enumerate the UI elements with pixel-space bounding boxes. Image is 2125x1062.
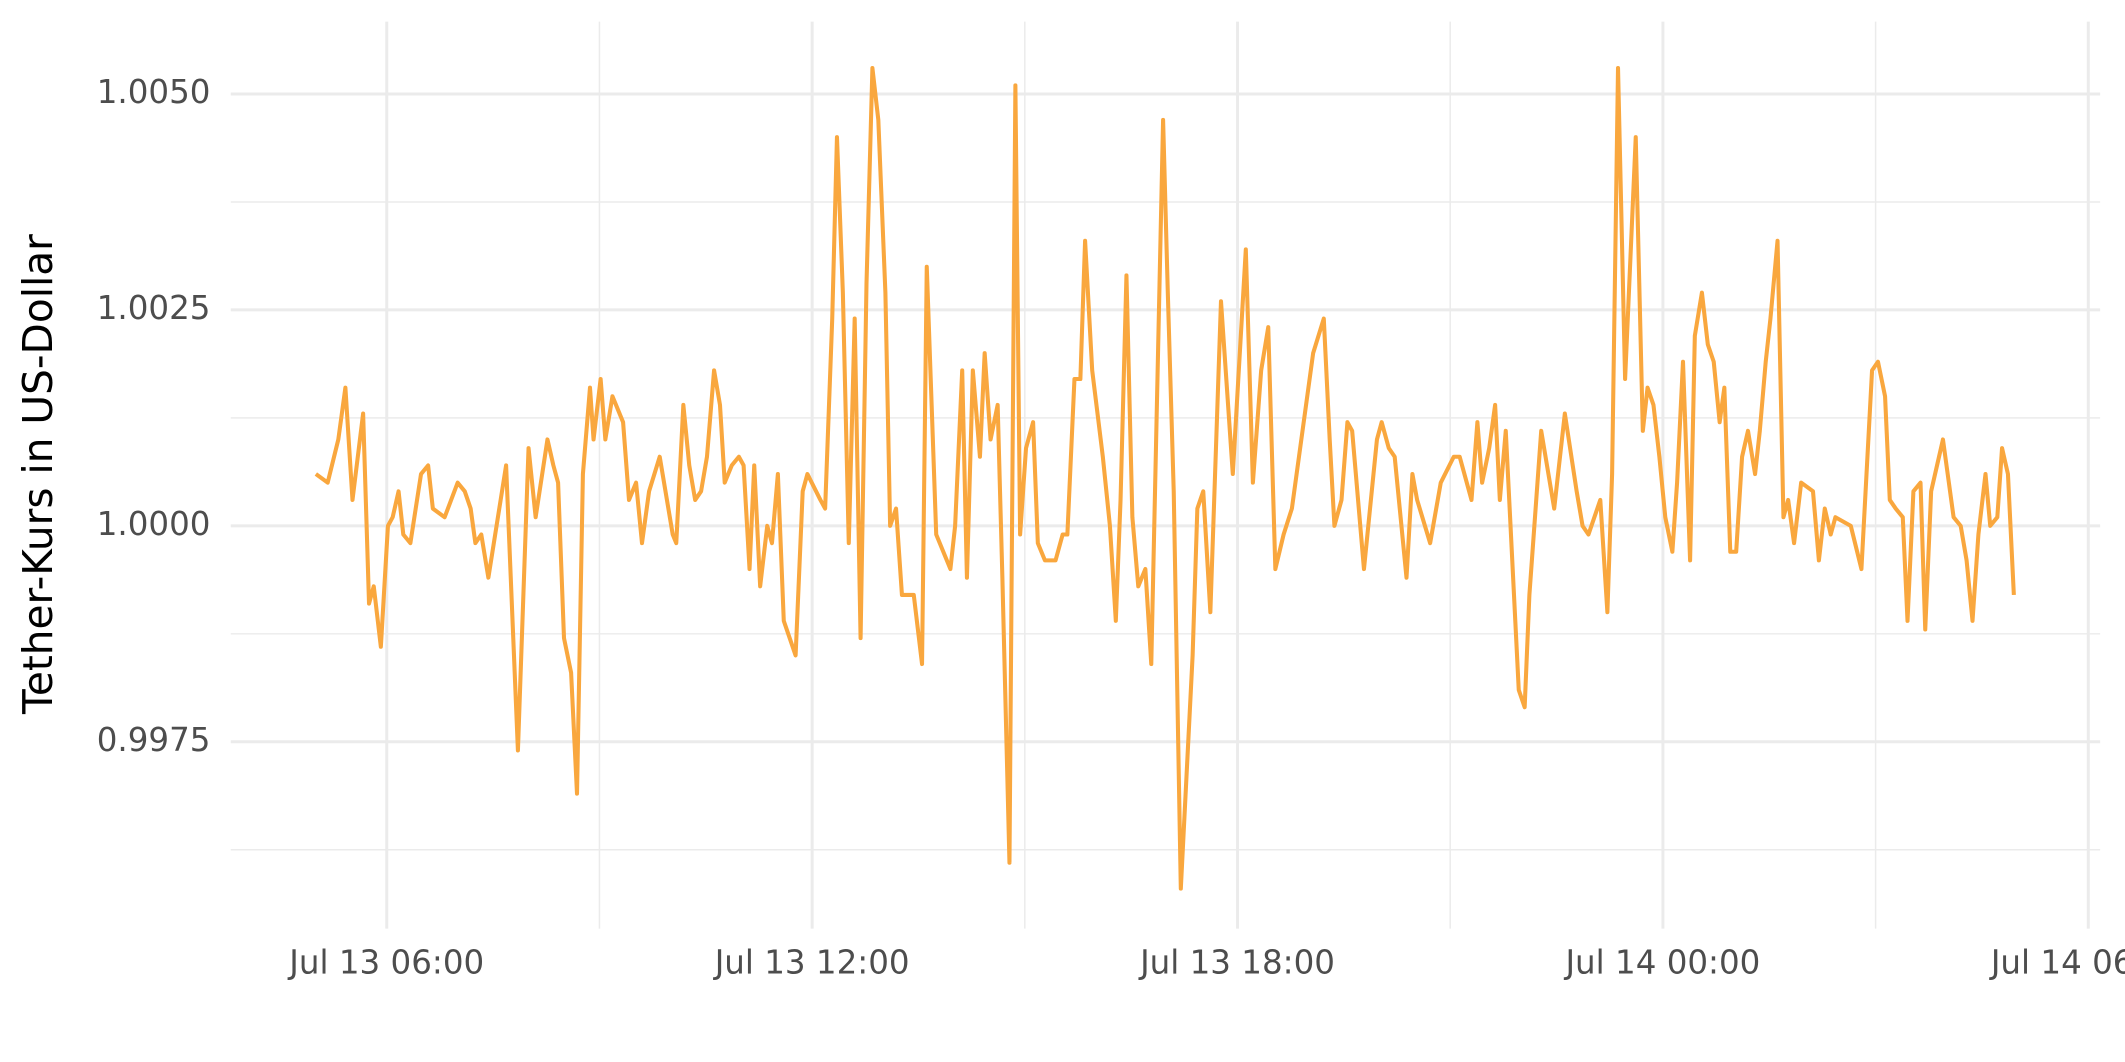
y-tick-label: 1.0000: [97, 505, 211, 543]
y-tick-label: 0.9975: [97, 721, 211, 759]
y-tick-label: 1.0050: [97, 73, 211, 111]
y-axis-label: Tether-Kurs in US-Dollar: [14, 234, 62, 715]
x-tick-label: Jul 13 12:00: [713, 943, 910, 981]
plot: [314, 66, 2016, 891]
x-tick-label: Jul 14 00:00: [1563, 943, 1760, 981]
x-tick-label: Jul 14 06:00: [1989, 943, 2125, 981]
axes: 0.9975 1.0000 1.0025 1.0050 Jul 13 06:00 Jul …: [97, 73, 2125, 981]
x-tick-label: Jul 13 18:00: [1138, 943, 1335, 981]
y-tick-label: 1.0025: [97, 289, 211, 327]
data-line: [314, 66, 2016, 891]
x-tick-label: Jul 13 06:00: [287, 943, 484, 981]
grid: [230, 21, 2101, 929]
